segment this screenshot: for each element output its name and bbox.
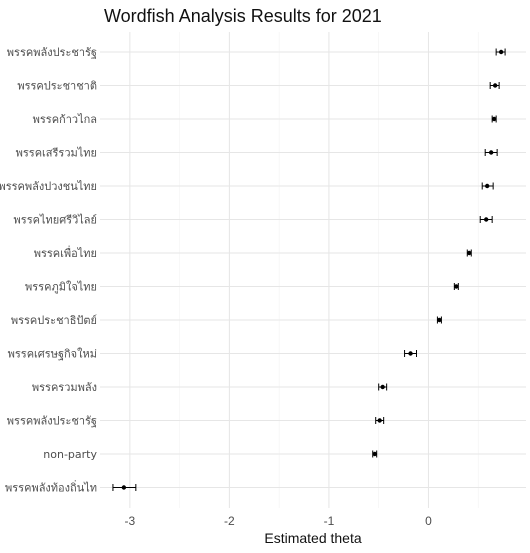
data-point (498, 49, 504, 55)
y-tick-label: พรรคพลังปวงชนไทย (0, 180, 97, 193)
data-point (491, 116, 497, 122)
x-tick-label: -3 (125, 514, 136, 528)
data-point (467, 250, 472, 256)
y-tick-label: พรรคเสรีรวมไทย (16, 147, 97, 160)
y-tick-label: พรรคเศรษฐกิจใหม่ (8, 348, 97, 361)
data-point (488, 150, 494, 155)
data-point (484, 183, 490, 189)
y-tick-label: พรรคพลังประชารัฐ (7, 415, 97, 428)
data-point (483, 217, 489, 222)
x-tick-label: 0 (425, 514, 432, 528)
x-axis-label: Estimated theta (264, 530, 361, 546)
y-tick-label: พรรคเพื่อไทย (34, 245, 97, 260)
y-tick-label: พรรคไทยศรีวิไลย์ (14, 214, 97, 227)
y-axis-tick-labels: พรรคพลังประชารัฐพรรคประชาชาติพรรคก้าวไกล… (0, 46, 97, 495)
y-tick-label: พรรคพลังประชารัฐ (7, 46, 97, 59)
y-tick-label: พรรคภูมิใจไทย (25, 281, 97, 294)
error-bars (112, 48, 506, 491)
data-point (408, 351, 413, 356)
data-point (377, 418, 382, 423)
grid (100, 32, 526, 508)
data-point (121, 485, 127, 490)
y-tick-label: พรรครวมพลัง (32, 381, 97, 394)
y-tick-label: non-party (43, 448, 97, 461)
data-point (380, 384, 385, 390)
x-tick-label: -1 (324, 514, 335, 528)
y-tick-label: พรรคประชาชาติ (17, 80, 97, 93)
x-axis-tick-labels: -3 -2 -1 0 (125, 514, 433, 528)
data-points (121, 49, 504, 490)
chart-title: Wordfish Analysis Results for 2021 (104, 6, 382, 26)
data-point (437, 317, 442, 323)
y-tick-label: พรรคก้าวไกล (33, 113, 97, 126)
x-tick-label: -2 (224, 514, 235, 528)
data-point (492, 83, 498, 88)
y-tick-label: พรรคพลังท้องถิ่นไท (5, 480, 97, 495)
data-point (372, 451, 377, 457)
data-point (454, 284, 459, 289)
y-tick-label: พรรคประชาธิปัตย์ (11, 314, 97, 327)
